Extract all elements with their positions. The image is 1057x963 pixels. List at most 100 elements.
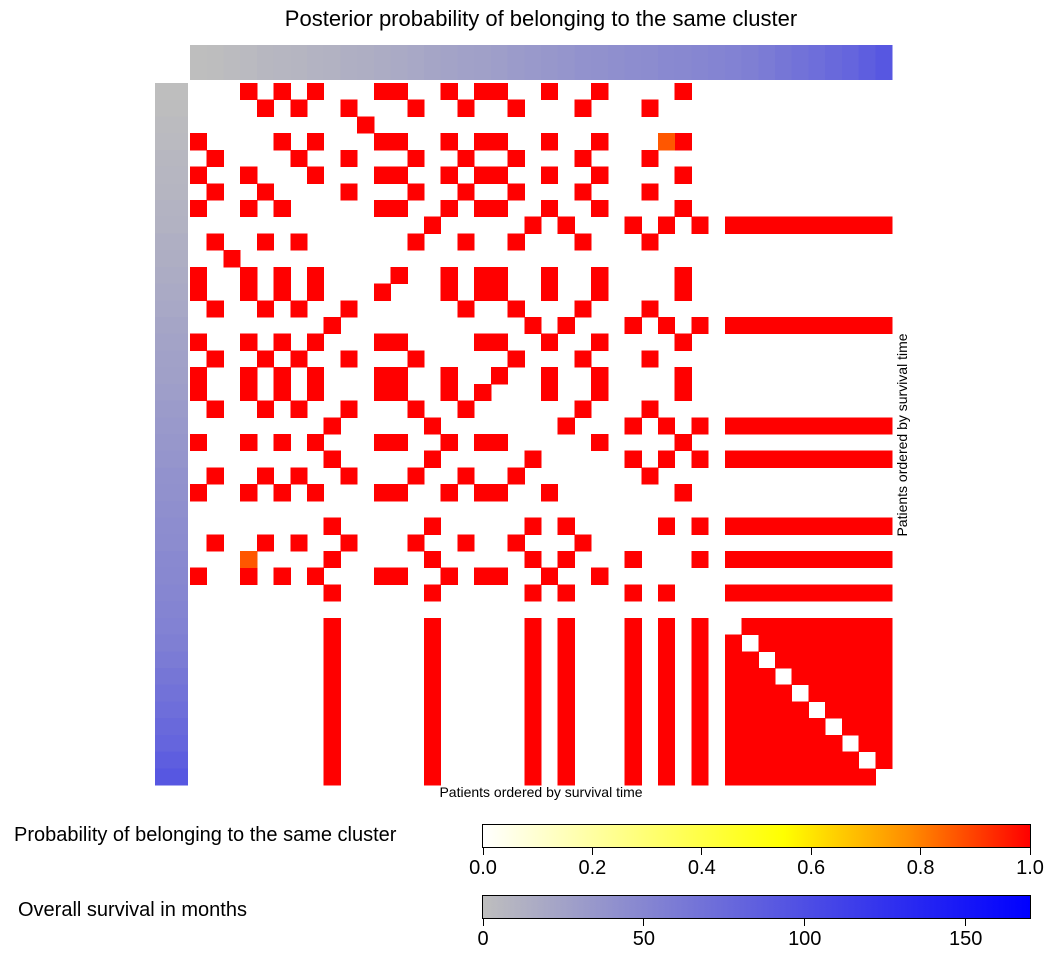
heatmap-cell	[791, 668, 809, 686]
heatmap-cell	[791, 701, 809, 719]
heatmap-cell	[791, 450, 809, 468]
heatmap-cell	[775, 517, 793, 535]
heatmap-cell	[256, 350, 275, 368]
survival-strip-left-cell	[155, 216, 188, 234]
heatmap-cell	[424, 617, 442, 636]
heatmap-cell	[256, 300, 275, 318]
heatmap-cell	[507, 99, 525, 117]
heatmap-cell	[190, 484, 208, 502]
heatmap-cell	[691, 551, 709, 569]
heatmap-cell	[658, 701, 676, 719]
heatmap-cell	[240, 166, 258, 184]
survival-strip-top-cell	[457, 45, 475, 80]
heatmap-cell	[424, 651, 442, 669]
heatmap-cell	[674, 383, 692, 402]
heatmap-cell	[758, 584, 776, 602]
heatmap-cell	[875, 668, 893, 686]
probability-legend-label: Probability of belonging to the same clu…	[14, 824, 397, 846]
heatmap-cell	[457, 534, 475, 552]
heatmap-cell	[724, 684, 743, 702]
heatmap-cell	[775, 718, 793, 736]
heatmap-cell	[875, 684, 893, 702]
survival-strip-top-cell	[273, 45, 291, 80]
heatmap-cell	[658, 517, 676, 535]
heatmap-cell	[273, 83, 291, 101]
heatmap-cell	[390, 333, 408, 351]
heatmap-cell	[808, 450, 826, 468]
heatmap-cell	[490, 367, 509, 385]
heatmap-cell	[256, 183, 275, 201]
heatmap-cell	[524, 701, 542, 719]
heatmap-cell	[541, 283, 559, 301]
survival-strip-top-cell	[808, 45, 826, 80]
heatmap-cell	[858, 684, 876, 702]
heatmap-cell	[624, 718, 642, 736]
heatmap-cell	[591, 434, 609, 452]
heatmap-cell	[875, 450, 893, 468]
heatmap-cell	[825, 668, 843, 686]
survival-strip-left-cell	[155, 350, 188, 368]
heatmap-cell	[557, 216, 575, 234]
heatmap-cell	[758, 718, 776, 736]
survival-strip-left-cell	[155, 283, 188, 301]
heatmap-cell	[557, 668, 575, 686]
heatmap-cell	[641, 400, 659, 418]
heatmap-cell	[524, 584, 542, 602]
heatmap-cell	[658, 584, 676, 602]
heatmap-cell	[825, 751, 843, 769]
heatmap-cell	[775, 701, 793, 719]
heatmap-cell	[658, 450, 676, 468]
heatmap-cell	[691, 718, 709, 736]
heatmap-cell	[507, 350, 525, 368]
heatmap-cell	[323, 517, 341, 535]
heatmap-cell	[875, 417, 893, 435]
heatmap-cell	[758, 617, 776, 636]
heatmap-cell	[858, 551, 876, 569]
heatmap-cell	[841, 617, 860, 636]
heatmap-cell	[557, 651, 575, 669]
heatmap-cell	[775, 634, 793, 652]
heatmap-cell	[841, 751, 860, 769]
heatmap-cell	[307, 266, 325, 285]
heatmap-cell	[658, 634, 676, 652]
heatmap-cell	[407, 149, 425, 168]
heatmap-cell	[724, 317, 743, 335]
survival-tick-mark	[643, 918, 645, 926]
heatmap-cell	[557, 701, 575, 719]
heatmap-cell	[373, 367, 392, 385]
heatmap-cell	[474, 567, 492, 585]
heatmap-cell	[791, 751, 809, 769]
heatmap-cell	[557, 751, 575, 769]
heatmap-cell	[190, 133, 208, 151]
heatmap-cell	[240, 383, 258, 402]
heatmap-cell	[641, 467, 659, 485]
heatmap-cell	[875, 551, 893, 569]
heatmap-cell	[825, 768, 843, 786]
heatmap-cell	[741, 317, 759, 335]
heatmap-cell	[758, 701, 776, 719]
heatmap-cell	[490, 567, 509, 585]
heatmap-cell	[691, 684, 709, 702]
heatmap-cell	[524, 684, 542, 702]
heatmap-cell	[691, 734, 709, 753]
heatmap-cell	[290, 350, 308, 368]
heatmap-cell	[323, 751, 341, 769]
heatmap-cell	[307, 434, 325, 452]
heatmap-cell	[624, 617, 642, 636]
heatmap-cell	[791, 634, 809, 652]
heatmap-cell	[574, 300, 592, 318]
heatmap-cell	[440, 567, 458, 585]
heatmap-cell	[724, 751, 743, 769]
heatmap-cell	[190, 367, 208, 385]
heatmap-cell	[424, 584, 442, 602]
heatmap-cell	[658, 684, 676, 702]
heatmap-cell	[290, 233, 308, 251]
heatmap-cell	[323, 617, 341, 636]
heatmap-cell	[758, 634, 776, 652]
heatmap-cell	[323, 584, 341, 602]
heatmap-cell	[256, 99, 275, 117]
heatmap-cell	[424, 668, 442, 686]
heatmap-cell	[206, 400, 224, 418]
heatmap-cell	[641, 99, 659, 117]
heatmap-cell	[206, 300, 224, 318]
